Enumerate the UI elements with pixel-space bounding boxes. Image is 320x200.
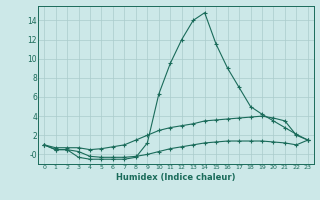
X-axis label: Humidex (Indice chaleur): Humidex (Indice chaleur) <box>116 173 236 182</box>
